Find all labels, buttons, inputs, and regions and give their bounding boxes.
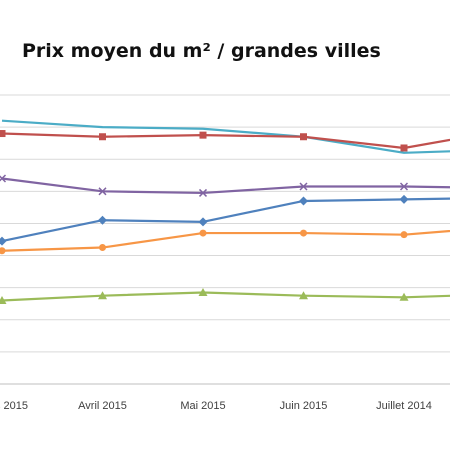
x-tick-label: Avril 2015 [78, 400, 127, 412]
data-point [300, 133, 307, 141]
x-axis-tick-labels: Mars 2015 Avril 2015 Mai 2015 Juin 2015 Juil… [0, 400, 432, 412]
data-point [0, 247, 6, 255]
data-point [0, 236, 7, 246]
gridlines [0, 94, 450, 385]
data-point [198, 217, 208, 227]
x-tick-label: Mai 2015 [180, 400, 225, 412]
data-point [399, 292, 409, 301]
series-markers [0, 120, 409, 305]
data-point [0, 130, 6, 138]
series-line-2 [1, 132, 450, 150]
data-point [299, 291, 308, 300]
data-point [400, 144, 408, 152]
data-point [299, 196, 308, 206]
data-point [2, 120, 3, 121]
series-line-3 [1, 177, 450, 195]
series-line-5 [1, 229, 450, 252]
data-point [399, 182, 409, 191]
x-tick-label: Juin 2015 [280, 400, 328, 412]
data-point [199, 131, 207, 139]
data-point [99, 244, 106, 252]
series-lines [1, 119, 450, 302]
x-tick-label: Mars 2015 [0, 400, 28, 412]
data-point [198, 188, 208, 197]
data-point [98, 215, 107, 225]
data-point [400, 231, 408, 239]
data-point [404, 152, 405, 153]
data-point [98, 291, 107, 300]
data-point [203, 128, 204, 129]
data-point [198, 287, 208, 296]
series-line-6 [1, 291, 450, 302]
chart-title: Prix moyen du m² / grandes villes [22, 40, 381, 62]
data-point [300, 229, 307, 237]
data-point [0, 296, 7, 305]
data-point [99, 133, 106, 141]
series-line-4 [1, 197, 450, 243]
data-point [98, 187, 107, 196]
data-point [399, 194, 409, 204]
data-point [0, 174, 7, 183]
x-tick-label: Juillet 2014 [376, 400, 432, 412]
data-point [299, 182, 308, 191]
series-line-1 [1, 119, 450, 154]
data-point [102, 127, 103, 128]
data-point [199, 229, 207, 237]
